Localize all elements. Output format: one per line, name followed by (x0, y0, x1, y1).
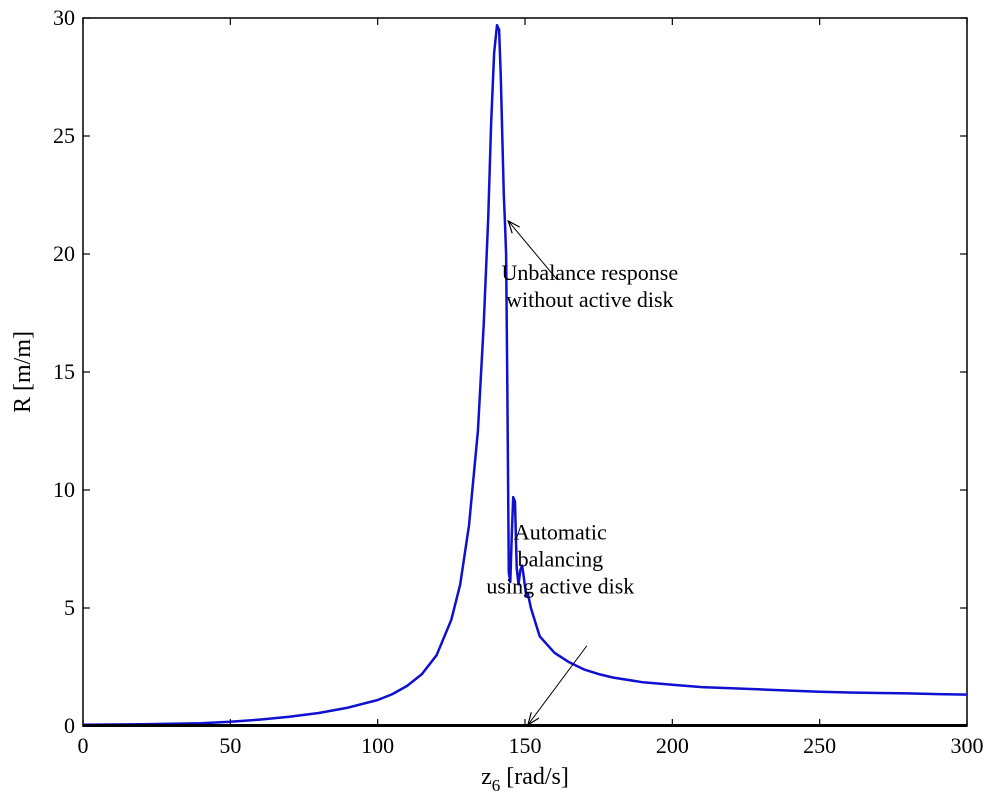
annotation-text: without active disk (506, 287, 673, 312)
annotation-text: using active disk (486, 574, 634, 599)
annotation-arrowhead-2 (526, 712, 540, 727)
x-axis-label: z6 [rad/s] (481, 764, 569, 795)
x-axis-label-sub: 6 (492, 776, 501, 795)
y-axis-label: R [m/m] (10, 331, 36, 413)
x-tick-label: 150 (509, 733, 542, 758)
x-axis-label-main: z (481, 764, 492, 790)
y-tick-label: 5 (64, 595, 75, 620)
x-tick-label: 300 (951, 733, 984, 758)
series-line-1 (82, 23, 968, 727)
ticks: 0 50 100 150 200 250 300 0 5 10 15 20 25 30 (53, 5, 984, 758)
y-tick-label: 10 (53, 477, 75, 502)
annotation-arrowhead-1 (507, 219, 520, 234)
y-tick-label: 30 (53, 5, 75, 30)
x-axis-label-rest: [rad/s] (500, 764, 569, 790)
y-tick-label: 20 (53, 241, 75, 266)
annotation-arrow-1 (507, 220, 558, 281)
x-tick-label: 100 (361, 733, 394, 758)
series-group (82, 23, 968, 727)
y-tick-label: 0 (64, 713, 75, 738)
plot-frame (82, 17, 968, 727)
y-tick-label: 25 (53, 123, 75, 148)
annotation-text: Automatic (514, 520, 607, 545)
x-tick-label: 50 (219, 733, 241, 758)
x-tick-label: 0 (78, 733, 89, 758)
annotation-arrow-2 (527, 645, 588, 726)
x-tick-label: 250 (803, 733, 836, 758)
annotation-text: balancing (518, 547, 604, 572)
annotation-text: Unbalance response (502, 260, 679, 285)
x-tick-label: 200 (656, 733, 689, 758)
y-tick-label: 15 (53, 359, 75, 384)
